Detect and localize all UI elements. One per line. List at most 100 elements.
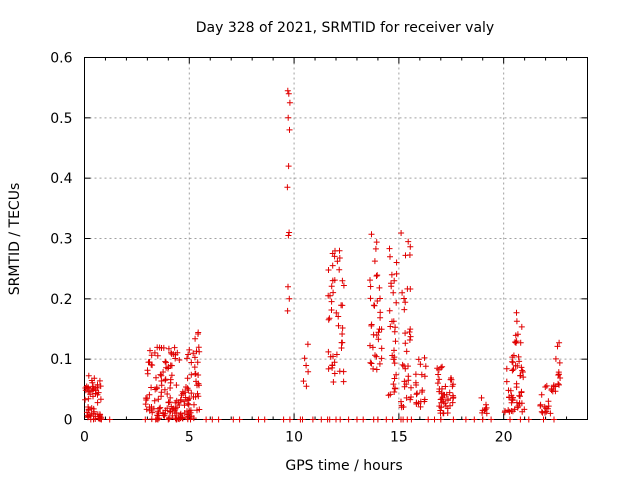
data-point	[309, 416, 316, 423]
data-point	[417, 403, 424, 410]
data-point	[556, 339, 563, 346]
data-point	[519, 367, 526, 374]
data-point	[393, 299, 400, 306]
data-point	[336, 255, 343, 261]
data-point	[188, 371, 195, 378]
data-point	[516, 400, 523, 407]
data-point	[387, 323, 394, 330]
data-point	[557, 375, 564, 381]
data-point	[436, 376, 443, 383]
data-point	[360, 416, 367, 423]
data-point	[157, 371, 164, 378]
data-point	[436, 386, 443, 392]
data-point	[414, 390, 421, 397]
data-point	[374, 272, 381, 279]
data-point	[434, 365, 441, 372]
data-point	[192, 335, 199, 342]
data-point	[389, 352, 396, 359]
data-point	[192, 393, 199, 400]
data-point	[406, 337, 413, 343]
data-point	[97, 383, 104, 390]
data-point	[518, 364, 525, 371]
data-point	[514, 404, 521, 411]
data-point	[85, 395, 92, 402]
data-point	[339, 325, 346, 331]
data-point	[401, 363, 407, 369]
data-point	[185, 351, 192, 358]
data-point	[185, 396, 192, 403]
data-point	[187, 416, 194, 423]
data-point	[154, 416, 161, 423]
data-point	[376, 284, 383, 291]
data-point	[163, 364, 170, 371]
data-point	[195, 331, 201, 337]
data-point	[398, 398, 404, 405]
data-point	[261, 416, 268, 423]
data-point	[191, 401, 197, 408]
data-point	[513, 318, 520, 325]
data-point	[450, 381, 457, 388]
data-point	[335, 322, 342, 329]
data-point	[548, 387, 555, 394]
data-point	[511, 406, 518, 413]
data-point	[145, 359, 152, 366]
data-point	[167, 379, 174, 386]
data-point	[371, 302, 378, 309]
data-point	[84, 412, 91, 419]
data-point	[514, 331, 521, 338]
data-point	[541, 403, 548, 410]
data-point	[184, 375, 191, 382]
data-point	[389, 318, 395, 325]
data-point	[94, 381, 101, 388]
data-point	[367, 277, 373, 284]
data-point	[478, 394, 485, 401]
data-point	[503, 365, 510, 372]
data-point	[383, 416, 390, 423]
data-point	[286, 416, 293, 423]
data-point	[442, 383, 449, 390]
data-point	[488, 416, 495, 423]
data-point	[519, 369, 526, 375]
data-point	[393, 259, 400, 266]
data-point	[285, 90, 292, 97]
data-point	[377, 295, 383, 302]
grid-lines	[84, 57, 588, 420]
data-point	[518, 389, 525, 396]
data-point	[439, 363, 446, 370]
data-point	[556, 381, 562, 388]
data-point	[502, 408, 508, 414]
data-point	[505, 407, 512, 414]
data-point	[236, 416, 243, 423]
data-point	[408, 394, 414, 400]
data-point	[418, 371, 425, 378]
data-point	[333, 351, 340, 358]
data-point	[184, 408, 190, 415]
data-point	[156, 405, 163, 412]
data-point	[419, 389, 425, 395]
data-point	[304, 341, 311, 348]
data-point	[331, 370, 338, 377]
data-point	[439, 394, 446, 401]
data-point	[168, 351, 175, 357]
data-point	[328, 307, 335, 313]
data-point	[483, 401, 489, 408]
data-point	[173, 416, 180, 423]
y-tick-label: 0.2	[50, 292, 72, 308]
data-point	[471, 416, 478, 423]
data-point	[517, 339, 524, 346]
data-point	[372, 352, 378, 359]
data-point	[168, 372, 175, 379]
data-point	[340, 378, 347, 385]
data-point	[168, 362, 175, 369]
data-point	[521, 406, 528, 413]
data-point	[162, 358, 169, 365]
data-point	[194, 359, 201, 366]
data-point	[407, 326, 414, 333]
data-point	[516, 392, 523, 399]
data-point	[377, 314, 384, 321]
data-point	[160, 369, 167, 375]
data-point	[408, 416, 415, 423]
data-point	[192, 370, 199, 377]
data-point	[407, 333, 414, 340]
